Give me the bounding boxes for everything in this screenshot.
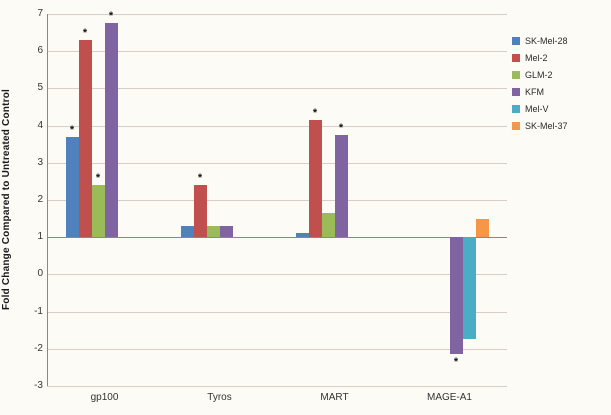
legend-item-Mel-V: Mel-V <box>512 104 568 114</box>
legend-label: Mel-V <box>525 104 549 114</box>
y-tick-label: 7 <box>37 8 43 19</box>
y-tick-label: 0 <box>37 268 43 280</box>
legend-item-SK-Mel-28: SK-Mel-28 <box>512 36 568 46</box>
gridline <box>47 237 507 239</box>
y-tick-label: 4 <box>37 119 43 131</box>
bar-KFM-MAGE-A1 <box>449 237 463 355</box>
bar-Mel-2-gp100 <box>78 40 92 238</box>
legend-label: GLM-2 <box>525 70 553 80</box>
y-tick-label: 2 <box>37 194 43 205</box>
legend-swatch-icon <box>512 105 520 113</box>
significance-star: * <box>108 10 114 23</box>
y-tick-label: 3 <box>37 156 43 168</box>
legend-label: SK-Mel-28 <box>525 36 568 46</box>
significance-star: * <box>95 172 101 185</box>
gridline <box>47 274 507 276</box>
bar-GLM-2-Tyros <box>206 226 220 238</box>
gridline <box>47 311 507 313</box>
bar-Mel-2-Tyros <box>193 185 207 238</box>
legend-label: KFM <box>525 87 544 97</box>
legend-item-KFM: KFM <box>512 87 568 97</box>
x-category-label: MAGE-A1 <box>426 392 472 403</box>
y-tick-label: -2 <box>34 342 43 354</box>
legend-item-GLM-2: GLM-2 <box>512 70 568 80</box>
bar-SK-Mel-28-gp100 <box>65 136 79 238</box>
legend-label: Mel-2 <box>525 53 548 63</box>
y-axis-line <box>47 14 48 386</box>
y-tick-label: 1 <box>37 231 43 243</box>
x-category-label: MART <box>320 392 349 403</box>
legend-swatch-icon <box>512 88 520 96</box>
gridline <box>47 51 507 53</box>
x-category-label: gp100 <box>90 392 119 403</box>
legend-item-SK-Mel-37: SK-Mel-37 <box>512 121 568 131</box>
bar-SK-Mel-28-MART <box>295 233 309 238</box>
y-axis-title: Fold Change Compared to Untreated Contro… <box>1 89 12 311</box>
significance-star: * <box>338 121 344 134</box>
gridline <box>47 14 507 15</box>
significance-star: * <box>82 27 88 40</box>
y-tick-label: -3 <box>34 380 43 391</box>
significance-star: * <box>453 356 459 369</box>
bar-SK-Mel-37-MAGE-A1 <box>475 218 489 238</box>
bar-Mel-V-MAGE-A1 <box>462 237 476 340</box>
y-tick-label: 5 <box>37 82 43 94</box>
legend-swatch-icon <box>512 122 520 130</box>
bar-GLM-2-MART <box>321 213 335 238</box>
bar-SK-Mel-28-Tyros <box>180 226 194 238</box>
legend-swatch-icon <box>512 71 520 79</box>
gridline <box>47 125 507 127</box>
x-category-label: Tyros <box>207 392 232 403</box>
y-tick-label: -1 <box>34 305 43 317</box>
gridline <box>47 162 507 164</box>
legend-label: SK-Mel-37 <box>525 121 568 131</box>
bar-Mel-2-MART <box>308 120 322 238</box>
legend: SK-Mel-28 Mel-2 GLM-2 KFM Mel-V SK-Mel-37 <box>512 36 568 138</box>
significance-star: * <box>69 123 75 136</box>
bar-KFM-gp100 <box>104 23 118 238</box>
significance-star: * <box>197 172 203 185</box>
legend-swatch-icon <box>512 54 520 62</box>
significance-star: * <box>312 107 318 120</box>
gridline <box>47 386 507 387</box>
gridline <box>47 88 507 90</box>
bar-GLM-2-gp100 <box>91 185 105 238</box>
gridline <box>47 348 507 350</box>
bar-KFM-MART <box>334 134 348 238</box>
y-tick-label: 6 <box>37 45 43 57</box>
gridline <box>47 200 507 201</box>
legend-swatch-icon <box>512 37 520 45</box>
bar-KFM-Tyros <box>219 226 233 238</box>
plot-area: 7 6 5 4 3 2 1 0 -1 -2 -3 gp100 * * * * Tyros * MART * * MAGE-… <box>34 8 507 403</box>
legend-item-Mel-2: Mel-2 <box>512 53 568 63</box>
